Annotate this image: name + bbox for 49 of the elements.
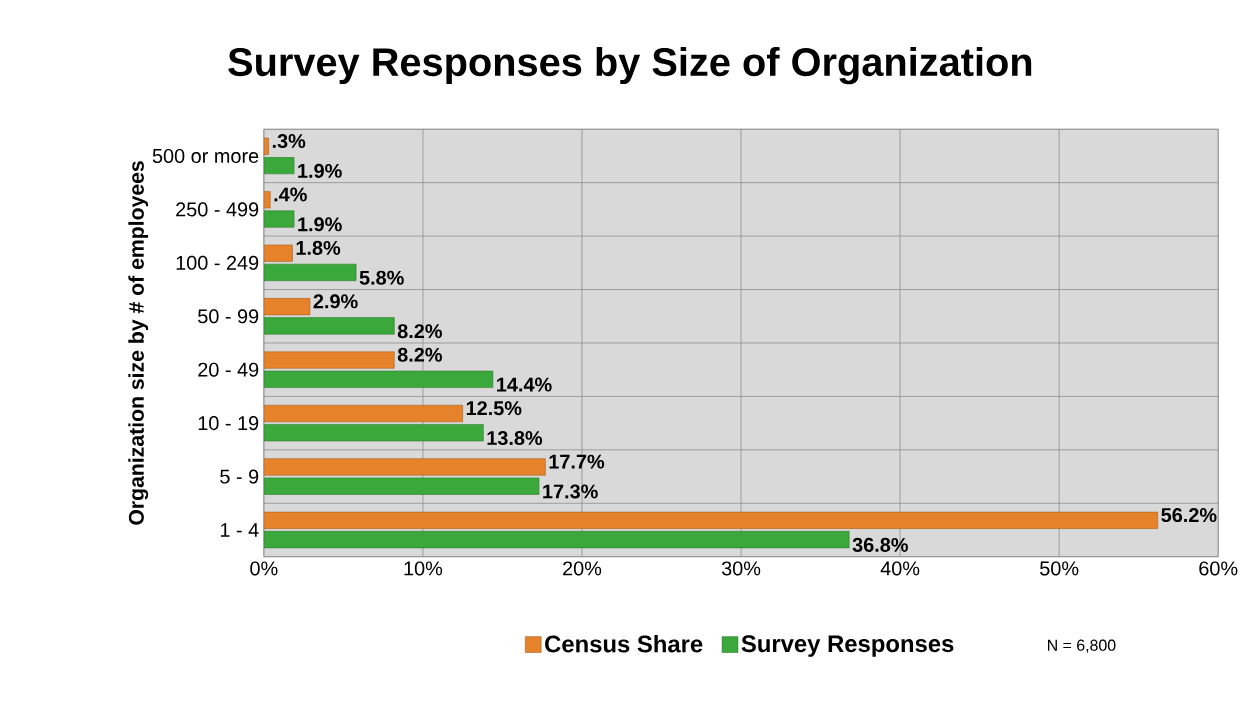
data-label: 17.3% [543,484,598,499]
data-label: 12.5% [466,401,522,416]
x-tick-label: 30% [721,561,761,576]
y-tick-label: 20 - 49 [198,362,259,377]
y-tick-label: 50 - 99 [198,309,259,324]
x-tick-label: 0% [250,561,278,576]
bar [263,317,395,335]
data-label: 36.8% [852,537,908,553]
bar [263,298,311,316]
bar [263,511,1159,529]
bar [263,531,850,549]
y-axis-title: Organization size by # of employees [128,161,149,525]
legend-label: Survey Responses [741,635,954,657]
bar [263,191,271,209]
text: N = 6,800 [1048,639,1116,653]
data-label: 5.8% [359,270,404,285]
y-tick-label: 1 - 4 [220,523,259,537]
data-label: 1.9% [298,163,342,178]
x-tick-label: 60% [1199,561,1238,576]
x-tick-label: 10% [404,561,443,576]
bar [263,351,395,369]
bar [263,370,494,388]
y-tick-label: 100 - 249 [176,255,259,270]
bar [263,424,484,442]
data-label: 1.8% [296,240,341,256]
y-tick-label: 10 - 19 [198,416,259,431]
y-tick-label: 500 or more [152,148,259,164]
data-label: 56.2% [1161,508,1217,523]
data-label: 2.9% [313,294,358,309]
chart-title: Survey Responses by Size of Organization [228,47,1032,85]
x-tick-label: 50% [1040,561,1079,576]
data-label: .3% [272,134,306,149]
data-label: 8.2% [397,324,442,339]
data-label: 1.9% [298,217,342,232]
data-label: 14.4% [497,377,552,392]
y-tick-label: 5 - 9 [220,469,259,484]
data-label: 17.7% [549,454,605,469]
bar [263,477,540,495]
legend-label: Census Share [545,635,703,653]
data-label: .4% [274,187,307,202]
bar [263,244,293,262]
data-label: 13.8% [487,431,543,446]
x-tick-label: 40% [880,561,920,576]
bar [263,405,463,423]
y-tick-label: 250 - 499 [176,202,259,217]
x-tick-label: 20% [563,561,602,576]
bar [263,137,269,155]
bar [263,458,546,476]
data-label: 8.2% [397,347,442,362]
